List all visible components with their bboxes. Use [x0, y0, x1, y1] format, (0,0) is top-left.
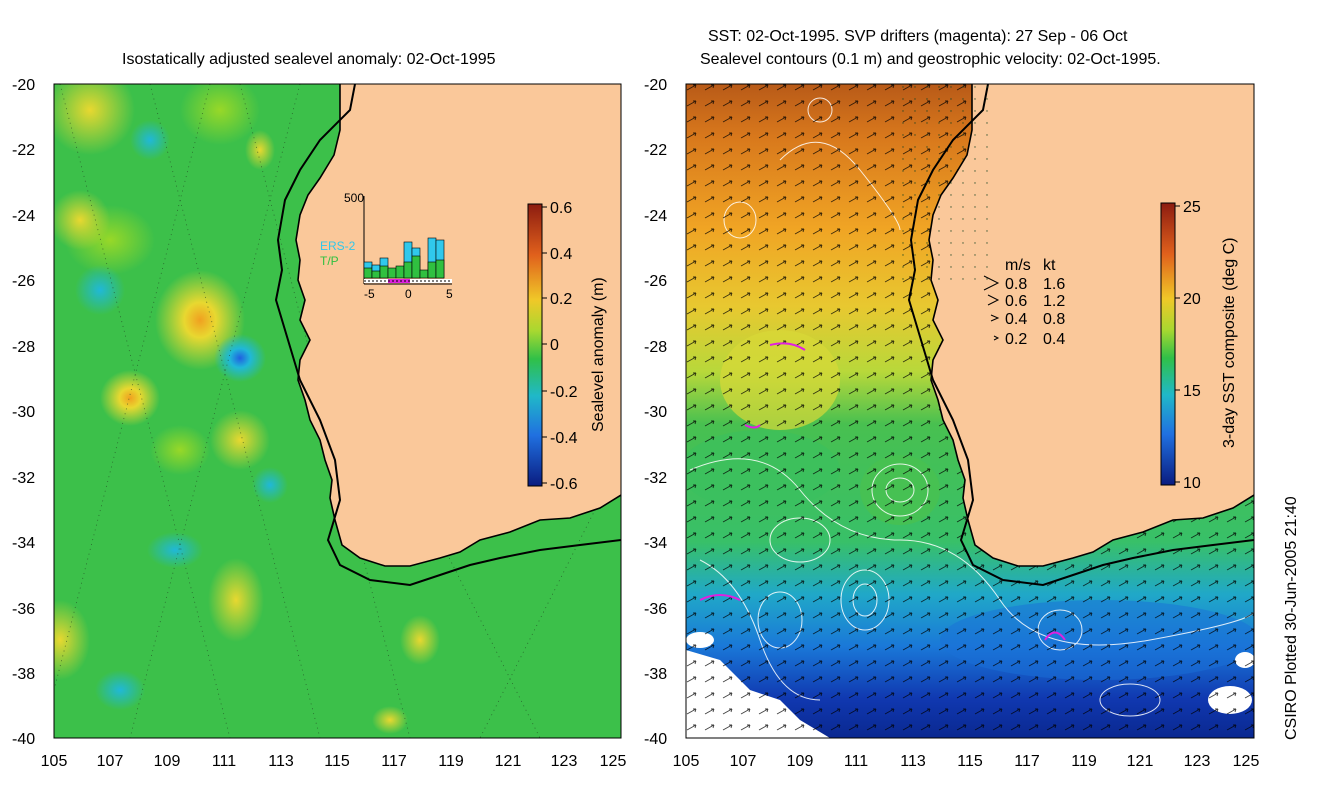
- svg-text:0: 0: [550, 337, 559, 354]
- svg-text:-0.2: -0.2: [550, 384, 578, 401]
- svg-text:-0.4: -0.4: [550, 430, 578, 447]
- plot-credit: CSIRO Plotted 30-Jun-2005 21:40: [1283, 496, 1300, 740]
- svg-text:-34: -34: [12, 535, 35, 552]
- svg-text:123: 123: [551, 753, 578, 770]
- svg-text:0.2: 0.2: [550, 291, 572, 308]
- left-map-title: Isostatically adjusted sealevel anomaly:…: [122, 51, 496, 68]
- svg-text:109: 109: [154, 753, 181, 770]
- svg-text:107: 107: [97, 753, 124, 770]
- svg-text:117: 117: [381, 753, 407, 770]
- svg-text:-20: -20: [12, 77, 35, 94]
- svg-text:m/s: m/s: [1005, 257, 1031, 274]
- svg-text:0.6: 0.6: [550, 200, 572, 217]
- svg-text:125: 125: [600, 753, 627, 770]
- velocity-legend: m/s kt 0.8 1.6 0.6 1.2 0.4 0.8 0.2 0.4: [983, 257, 1065, 348]
- svg-text:1.2: 1.2: [1043, 293, 1065, 310]
- coastline-left: [295, 84, 621, 567]
- svg-text:105: 105: [41, 753, 68, 770]
- svg-text:5: 5: [446, 287, 453, 301]
- legend-tp: T/P: [320, 254, 339, 268]
- svg-text:115: 115: [324, 753, 350, 770]
- svg-text:-24: -24: [12, 208, 35, 225]
- svg-text:-30: -30: [644, 404, 667, 421]
- svg-text:-26: -26: [12, 273, 35, 290]
- svg-text:105: 105: [673, 753, 700, 770]
- svg-text:-20: -20: [644, 77, 667, 94]
- right-colorbar-label: 3-day SST composite (deg C): [1221, 238, 1238, 448]
- svg-text:-40: -40: [12, 731, 35, 748]
- svg-text:121: 121: [1127, 753, 1154, 770]
- svg-text:0.2: 0.2: [1005, 331, 1027, 348]
- svg-text:-38: -38: [644, 666, 667, 683]
- svg-text:0.4: 0.4: [1043, 331, 1065, 348]
- svg-text:500: 500: [344, 191, 364, 205]
- right-x-axis: 105 107 109 111 113 115 117 119 121 123 …: [673, 753, 1260, 770]
- right-map-title-line1: SST: 02-Oct-1995. SVP drifters (magenta)…: [708, 28, 1128, 45]
- svg-text:0.4: 0.4: [1005, 311, 1027, 328]
- svg-text:119: 119: [1071, 753, 1097, 770]
- svg-text:-30: -30: [12, 404, 35, 421]
- svg-text:-40: -40: [644, 731, 667, 748]
- svg-text:0.8: 0.8: [1043, 311, 1065, 328]
- legend-ers2: ERS-2: [320, 239, 356, 253]
- left-y-axis: -20 -22 -24 -26 -28 -30 -32 -34 -36 -38 …: [12, 77, 35, 748]
- svg-text:-28: -28: [12, 339, 35, 356]
- svg-text:0: 0: [405, 287, 412, 301]
- svg-text:-32: -32: [12, 470, 35, 487]
- svg-text:-38: -38: [12, 666, 35, 683]
- anomaly-blobs: [54, 84, 440, 734]
- svg-text:-22: -22: [644, 142, 667, 159]
- svg-text:20: 20: [1183, 291, 1201, 308]
- drifter-tracks: [699, 342, 1066, 641]
- svg-text:123: 123: [1184, 753, 1211, 770]
- svg-text:-0.6: -0.6: [550, 476, 578, 493]
- svg-text:kt: kt: [1043, 257, 1056, 274]
- svg-text:-24: -24: [644, 208, 667, 225]
- svg-text:119: 119: [438, 753, 464, 770]
- australia-land-left: [296, 84, 621, 566]
- svg-text:121: 121: [495, 753, 522, 770]
- inset-histogram: 500 ERS-2 T/P -5 0 5: [320, 191, 453, 301]
- svg-text:125: 125: [1233, 753, 1260, 770]
- svg-text:115: 115: [957, 753, 983, 770]
- left-colorbar-label: Sealevel anomaly (m): [590, 277, 607, 432]
- right-colorbar: 25 20 15 10 3-day SST composite (deg C): [1160, 199, 1238, 492]
- svg-text:113: 113: [268, 753, 294, 770]
- svg-text:117: 117: [1014, 753, 1040, 770]
- right-map-title-line2: Sealevel contours (0.1 m) and geostrophi…: [700, 51, 1161, 68]
- left-colorbar: 0.6 0.4 0.2 0 -0.2 -0.4 -0.6 Sealevel an…: [527, 200, 607, 493]
- svg-text:25: 25: [1183, 199, 1201, 216]
- svg-text:-36: -36: [644, 601, 667, 618]
- svg-text:0.6: 0.6: [1005, 293, 1027, 310]
- left-x-axis: 105 107 109 111 113 115 117 119 121 123 …: [41, 753, 627, 770]
- svg-text:-26: -26: [644, 273, 667, 290]
- svg-text:111: 111: [212, 753, 236, 770]
- svg-text:109: 109: [787, 753, 814, 770]
- svg-text:15: 15: [1183, 383, 1201, 400]
- svg-text:-32: -32: [644, 470, 667, 487]
- svg-text:-22: -22: [12, 142, 35, 159]
- svg-text:1.6: 1.6: [1043, 276, 1065, 293]
- svg-text:-36: -36: [12, 601, 35, 618]
- right-y-axis: -20 -22 -24 -26 -28 -30 -32 -34 -36 -38 …: [644, 77, 667, 748]
- svg-text:111: 111: [844, 753, 868, 770]
- svg-text:113: 113: [900, 753, 926, 770]
- svg-text:0.8: 0.8: [1005, 276, 1027, 293]
- svg-text:0.4: 0.4: [550, 246, 572, 263]
- shelf-contour-left: [274, 84, 621, 587]
- left-map-frame: [53, 83, 622, 739]
- svg-text:-28: -28: [644, 339, 667, 356]
- svg-text:10: 10: [1183, 475, 1201, 492]
- svg-text:-5: -5: [364, 287, 375, 301]
- svg-text:107: 107: [730, 753, 757, 770]
- right-map-frame: [685, 83, 1255, 739]
- svg-text:-34: -34: [644, 535, 667, 552]
